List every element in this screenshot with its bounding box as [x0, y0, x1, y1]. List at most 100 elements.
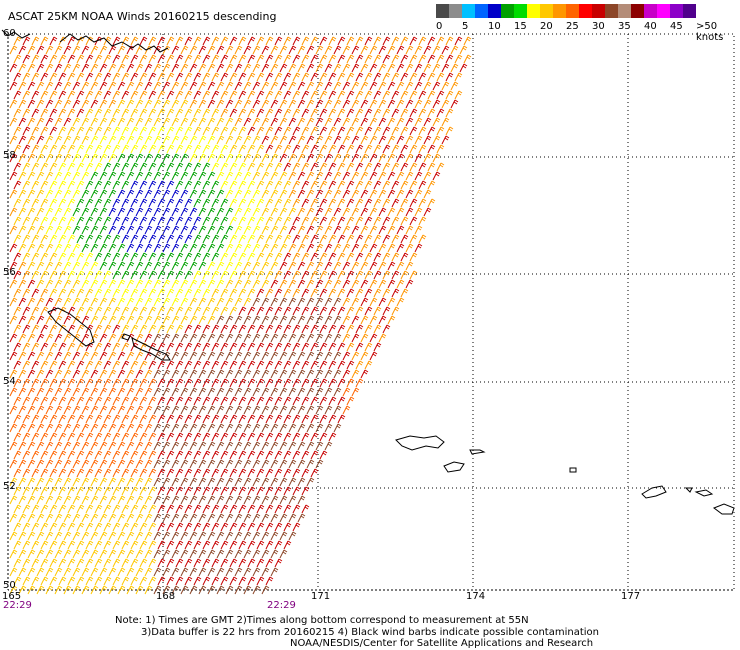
wind-barb — [40, 504, 49, 514]
wind-barb — [378, 279, 387, 289]
wind-barb — [292, 270, 301, 280]
wind-barb — [49, 234, 58, 244]
wind-barb — [58, 54, 67, 64]
wind-barb — [148, 324, 157, 334]
wind-barb — [90, 585, 99, 595]
wind-barb — [99, 153, 108, 163]
wind-barb — [130, 36, 139, 46]
wind-barb — [54, 495, 63, 505]
wind-barb — [45, 207, 54, 217]
wind-barb — [112, 522, 121, 532]
wind-barb — [306, 441, 315, 451]
wind-barb — [189, 261, 198, 271]
wind-barb — [117, 549, 126, 559]
wind-barb — [382, 90, 391, 100]
wind-barb — [148, 108, 157, 118]
wind-barb — [117, 441, 126, 451]
wind-barb — [13, 540, 22, 550]
wind-barb — [211, 198, 220, 208]
wind-barb — [211, 522, 220, 532]
wind-barb — [400, 54, 409, 64]
wind-barb — [148, 126, 157, 136]
wind-barb — [22, 252, 31, 262]
wind-barb — [180, 243, 189, 253]
wind-barb — [283, 378, 292, 388]
wind-barb — [67, 108, 76, 118]
wind-barb — [297, 261, 306, 271]
wind-barb — [292, 162, 301, 172]
wind-barb — [369, 117, 378, 127]
wind-barb — [265, 234, 274, 244]
wind-barb — [202, 486, 211, 496]
wind-barb — [306, 387, 315, 397]
wind-barb — [9, 63, 18, 73]
wind-barb — [189, 477, 198, 487]
wind-barb — [94, 72, 103, 82]
island-atka — [443, 461, 465, 473]
wind-barb — [414, 81, 423, 91]
wind-barb — [400, 162, 409, 172]
wind-barb — [346, 108, 355, 118]
wind-barb — [319, 306, 328, 316]
wind-barb — [40, 558, 49, 568]
wind-barb — [292, 342, 301, 352]
wind-barb — [279, 459, 288, 469]
wind-barb — [198, 513, 207, 523]
wind-barb — [81, 225, 90, 235]
wind-barb — [270, 369, 279, 379]
wind-barb — [207, 45, 216, 55]
wind-barb — [85, 126, 94, 136]
wind-barb — [405, 279, 414, 289]
wind-barb — [94, 90, 103, 100]
wind-barb — [112, 144, 121, 154]
wind-barb — [81, 243, 90, 253]
wind-barb — [418, 180, 427, 190]
wind-barb — [373, 324, 382, 334]
wind-barb — [130, 306, 139, 316]
wind-barb — [360, 189, 369, 199]
wind-barb — [315, 279, 324, 289]
wind-barb — [283, 522, 292, 532]
wind-barb — [198, 405, 207, 415]
wind-barb — [40, 72, 49, 82]
wind-barb — [337, 252, 346, 262]
wind-barb — [409, 108, 418, 118]
wind-barb — [135, 477, 144, 487]
wind-barb — [315, 189, 324, 199]
wind-barb — [247, 216, 256, 226]
wind-barb — [99, 189, 108, 199]
wind-barb — [58, 234, 67, 244]
wind-barb — [229, 36, 238, 46]
wind-barb — [40, 342, 49, 352]
wind-barb — [229, 108, 238, 118]
wind-barb — [13, 198, 22, 208]
wind-barb — [112, 468, 121, 478]
wind-barb — [360, 207, 369, 217]
wind-barb — [108, 171, 117, 181]
wind-barb — [288, 441, 297, 451]
wind-barb — [171, 423, 180, 433]
wind-barb — [58, 378, 67, 388]
wind-barb — [13, 360, 22, 370]
wind-barb — [225, 297, 234, 307]
wind-barb — [220, 540, 229, 550]
wind-barb — [211, 396, 220, 406]
wind-barb — [9, 153, 18, 163]
wind-barb — [270, 423, 279, 433]
wind-barb — [211, 252, 220, 262]
wind-barb — [36, 477, 45, 487]
wind-barb — [328, 108, 337, 118]
coastline-kamchatka-tip — [1, 29, 31, 39]
wind-barb — [153, 297, 162, 307]
wind-barb — [54, 423, 63, 433]
wind-barb — [301, 270, 310, 280]
wind-barb — [216, 45, 225, 55]
wind-barb — [423, 63, 432, 73]
wind-barb — [238, 414, 247, 424]
wind-barb — [162, 567, 171, 577]
wind-barb — [270, 225, 279, 235]
wind-barb — [202, 54, 211, 64]
wind-barb — [171, 495, 180, 505]
wind-barb — [184, 288, 193, 298]
wind-barb — [126, 441, 135, 451]
